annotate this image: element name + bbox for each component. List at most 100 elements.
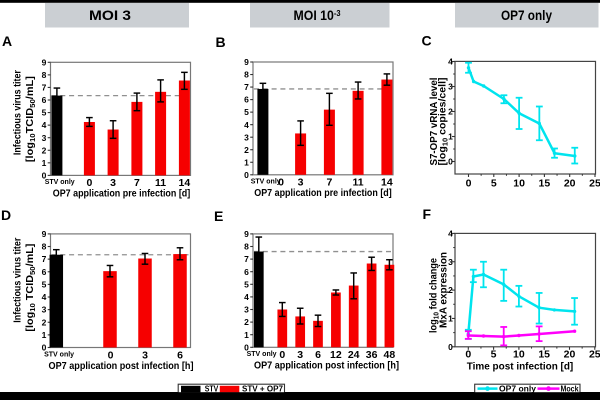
svg-text:1: 1 <box>448 314 453 324</box>
svg-text:STV only: STV only <box>44 351 74 358</box>
svg-text:STV: STV <box>205 385 219 394</box>
svg-text:2: 2 <box>42 145 47 155</box>
svg-text:5: 5 <box>244 279 249 289</box>
svg-text:4: 4 <box>244 120 249 130</box>
svg-text:3: 3 <box>244 305 249 315</box>
svg-text:3: 3 <box>298 177 304 189</box>
svg-text:24: 24 <box>348 349 360 361</box>
svg-text:OP7 only: OP7 only <box>499 385 537 394</box>
svg-text:5: 5 <box>491 349 497 361</box>
svg-text:11: 11 <box>353 177 364 189</box>
svg-text:20: 20 <box>564 177 576 189</box>
svg-text:2: 2 <box>244 145 249 155</box>
svg-text:Time post infection [d]: Time post infection [d] <box>467 360 574 372</box>
svg-text:Mock: Mock <box>561 385 579 394</box>
svg-text:5: 5 <box>42 280 47 290</box>
svg-text:OP7 application pre infection: OP7 application pre infection [d] <box>53 188 191 200</box>
svg-text:25: 25 <box>589 349 600 361</box>
svg-text:[log10 TCID50/mL]: [log10 TCID50/mL] <box>24 244 37 332</box>
svg-text:0: 0 <box>465 349 471 361</box>
svg-text:A: A <box>2 33 12 49</box>
svg-text:OP7 only: OP7 only <box>501 7 552 23</box>
svg-text:10: 10 <box>513 349 525 361</box>
svg-text:1: 1 <box>448 132 453 142</box>
svg-text:3: 3 <box>244 132 249 142</box>
svg-text:0: 0 <box>244 170 249 180</box>
svg-text:log10 fold change: log10 fold change <box>428 258 441 333</box>
svg-text:36: 36 <box>366 349 378 361</box>
svg-text:1: 1 <box>244 157 249 167</box>
svg-text:6: 6 <box>244 95 249 105</box>
svg-text:12: 12 <box>330 349 342 361</box>
svg-text:4: 4 <box>448 229 453 239</box>
svg-text:0: 0 <box>244 342 249 352</box>
svg-text:2: 2 <box>448 285 453 295</box>
svg-text:OP7 application post infection: OP7 application post infection [h] <box>254 360 399 372</box>
svg-text:0: 0 <box>42 171 47 181</box>
svg-text:0: 0 <box>448 157 453 167</box>
svg-text:48: 48 <box>384 349 396 361</box>
svg-text:0: 0 <box>108 349 114 361</box>
svg-text:11: 11 <box>155 177 166 189</box>
svg-text:Infectious virus titer: Infectious virus titer <box>12 238 24 323</box>
svg-text:3: 3 <box>448 257 453 267</box>
svg-text:20: 20 <box>564 349 576 361</box>
svg-text:Infectious virus titer: Infectious virus titer <box>12 70 24 155</box>
svg-text:8: 8 <box>244 70 249 80</box>
svg-text:8: 8 <box>42 70 47 80</box>
svg-text:2: 2 <box>244 317 249 327</box>
svg-text:[log10TCID50/mL]: [log10TCID50/mL] <box>24 76 37 162</box>
svg-text:4: 4 <box>42 292 47 302</box>
svg-text:7: 7 <box>326 177 332 189</box>
svg-text:STV only: STV only <box>247 351 277 358</box>
svg-text:2: 2 <box>42 317 47 327</box>
svg-text:MOI 3: MOI 3 <box>89 7 131 23</box>
svg-text:OP7 application pre infection: OP7 application pre infection [d] <box>254 187 392 199</box>
svg-text:9: 9 <box>244 57 249 67</box>
svg-text:1: 1 <box>42 330 47 340</box>
svg-text:6: 6 <box>42 95 47 105</box>
svg-text:0: 0 <box>466 177 472 189</box>
svg-text:10: 10 <box>513 177 525 189</box>
svg-text:3: 3 <box>110 177 116 189</box>
svg-text:S7-OP7 vRNA level: S7-OP7 vRNA level <box>428 77 440 165</box>
svg-text:25: 25 <box>589 177 600 189</box>
svg-text:B: B <box>216 34 226 50</box>
svg-text:15: 15 <box>538 349 550 361</box>
svg-text:1: 1 <box>244 330 249 340</box>
svg-text:6: 6 <box>177 349 183 361</box>
svg-text:6: 6 <box>42 267 47 277</box>
svg-text:0: 0 <box>448 342 453 352</box>
svg-text:6: 6 <box>315 349 321 361</box>
svg-text:7: 7 <box>42 254 47 264</box>
svg-text:4: 4 <box>448 57 453 67</box>
svg-text:OP7 application post infection: OP7 application post infection [h] <box>49 360 194 372</box>
svg-text:7: 7 <box>42 83 47 93</box>
svg-text:3: 3 <box>297 349 303 361</box>
svg-text:3: 3 <box>142 349 148 361</box>
svg-text:MOI 10-3: MOI 10-3 <box>294 7 341 23</box>
svg-text:8: 8 <box>244 242 249 252</box>
svg-text:6: 6 <box>244 267 249 277</box>
svg-text:2: 2 <box>448 107 453 117</box>
svg-text:STV only: STV only <box>45 179 75 186</box>
svg-text:9: 9 <box>244 229 249 239</box>
svg-text:14: 14 <box>381 177 393 189</box>
svg-text:8: 8 <box>42 242 47 252</box>
svg-text:0: 0 <box>42 343 47 353</box>
svg-text:0: 0 <box>279 349 285 361</box>
svg-text:1: 1 <box>42 158 47 168</box>
svg-text:4: 4 <box>244 292 249 302</box>
svg-text:F: F <box>423 206 432 222</box>
svg-text:3: 3 <box>42 133 47 143</box>
svg-text:15: 15 <box>539 177 551 189</box>
svg-text:STV + OP7: STV + OP7 <box>242 385 284 394</box>
svg-text:9: 9 <box>42 229 47 239</box>
svg-text:14: 14 <box>179 177 191 189</box>
svg-text:MxA expression: MxA expression <box>438 252 450 328</box>
svg-text:7: 7 <box>134 177 140 189</box>
svg-text:STV only: STV only <box>251 179 281 186</box>
svg-text:5: 5 <box>244 107 249 117</box>
svg-text:E: E <box>214 208 223 224</box>
svg-text:3: 3 <box>42 305 47 315</box>
